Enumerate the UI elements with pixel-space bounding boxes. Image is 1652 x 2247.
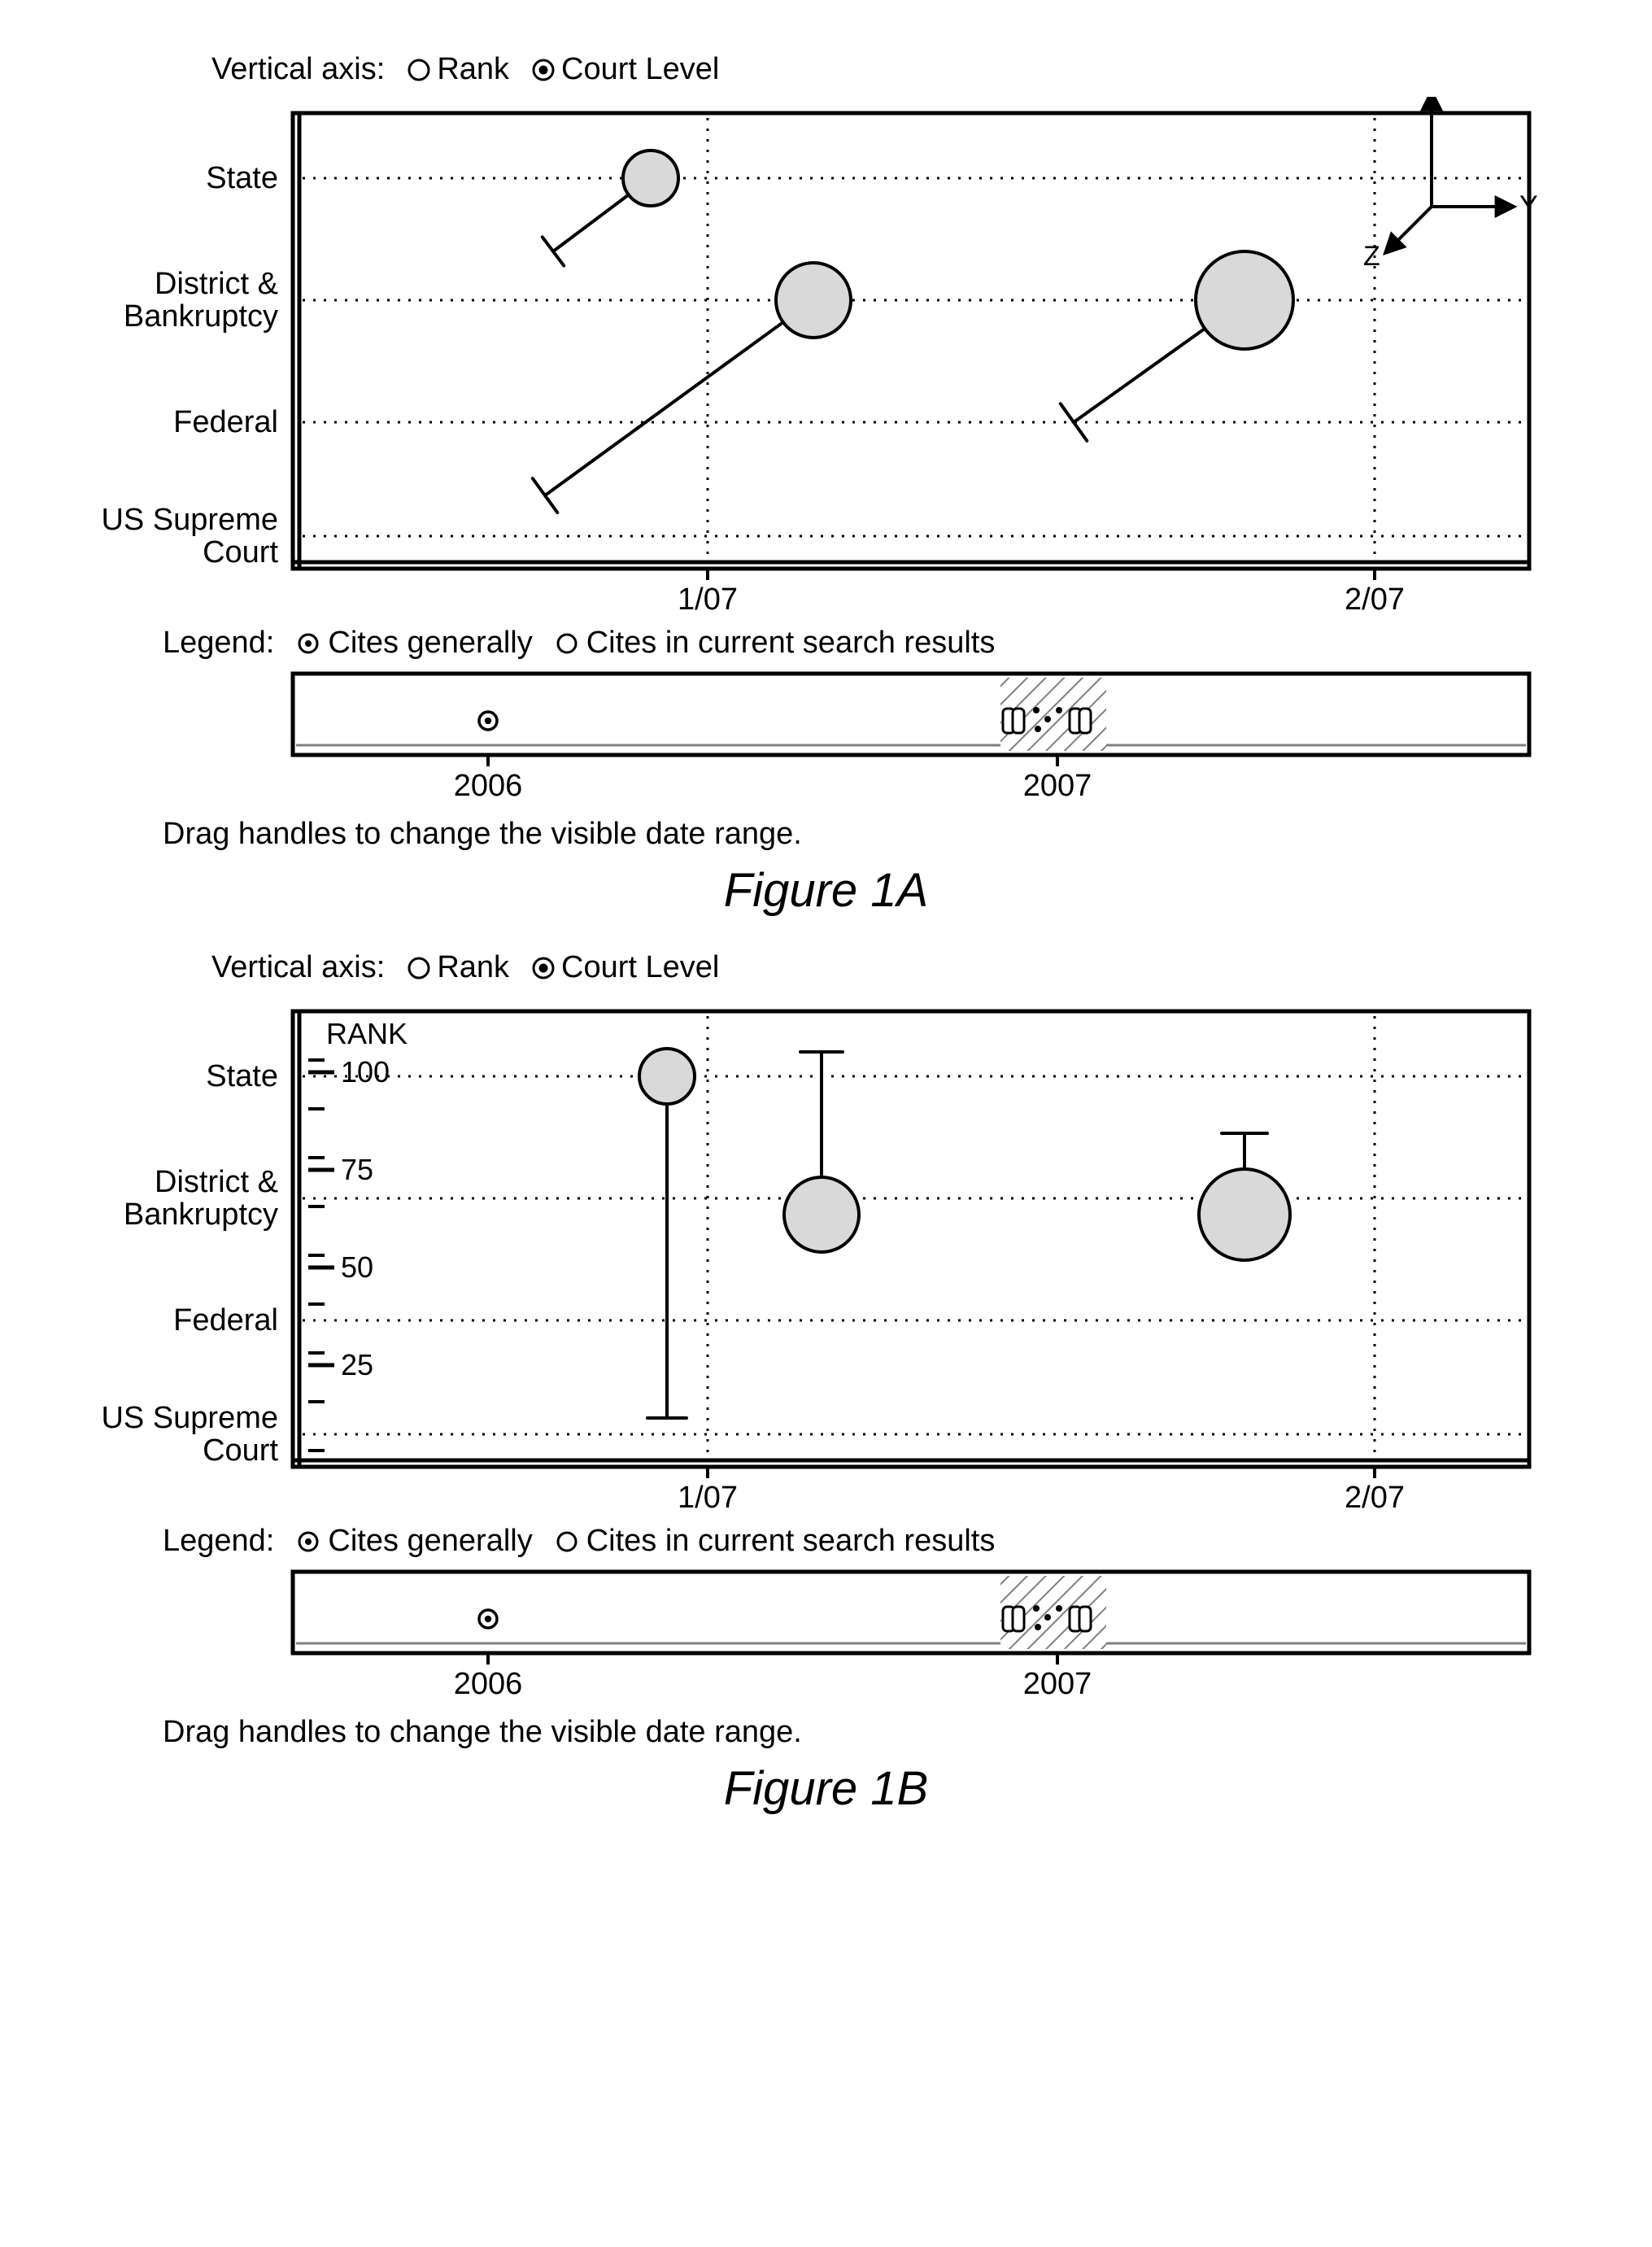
- vertical-axis-selector: Vertical axis: Rank Court Level: [211, 950, 1587, 985]
- legend-item-cites-generally: Cites generally: [297, 626, 532, 661]
- vaxis-option-rank[interactable]: Rank: [408, 950, 509, 985]
- y-axis-category-label: District &: [155, 267, 278, 301]
- legend-item-cites-generally: Cites generally: [297, 1524, 532, 1559]
- drag-hint: Drag handles to change the visible date …: [163, 817, 1587, 852]
- overview-marker: [1044, 716, 1051, 722]
- rank-scale-tick-label: 25: [341, 1348, 373, 1381]
- x-axis-tick-label: 1/07: [678, 582, 738, 617]
- rank-scale-tick-label: 50: [341, 1250, 373, 1284]
- main-chart[interactable]: State District &Bankruptcy Federal US Supre…: [81, 995, 1545, 1516]
- range-handle[interactable]: [1013, 1607, 1024, 1631]
- figure-caption: Figure 1B: [65, 1761, 1587, 1816]
- legend-label: Legend:: [163, 626, 274, 661]
- legend-item-label: Cites generally: [328, 1524, 532, 1559]
- vaxis-option-label: Court Level: [561, 950, 719, 985]
- rank-scale-title: RANK: [326, 1017, 408, 1050]
- legend-item-cites-current: Cites in current search results: [556, 1524, 996, 1559]
- y-axis-category-label: US Supreme: [101, 1401, 278, 1435]
- vaxis-label: Vertical axis:: [211, 52, 385, 87]
- legend-item-label: Cites in current search results: [586, 1524, 996, 1559]
- overview-tick-label: 2006: [454, 769, 523, 803]
- legend: Legend: Cites generally Cites in current s…: [163, 626, 1587, 661]
- svg-text:Z: Z: [1363, 241, 1380, 272]
- range-handle[interactable]: [1079, 1607, 1091, 1631]
- rank-scale-tick-label: 100: [341, 1055, 390, 1089]
- x-axis-tick-label: 1/07: [678, 1481, 738, 1515]
- drag-hint: Drag handles to change the visible date …: [163, 1715, 1587, 1750]
- y-axis-category-label: Bankruptcy: [124, 299, 278, 334]
- y-axis-category-label: Court: [203, 535, 278, 569]
- vertical-axis-selector: Vertical axis: Rank Court Level: [211, 52, 1587, 87]
- vaxis-label: Vertical axis:: [211, 950, 385, 985]
- overview-marker: [479, 1610, 497, 1628]
- vaxis-option-rank[interactable]: Rank: [408, 52, 509, 87]
- overview-marker: [1033, 1605, 1040, 1612]
- figure-1b: Vertical axis: Rank Court Level State Distri…: [65, 950, 1587, 1816]
- vaxis-option-label: Rank: [437, 52, 509, 87]
- legend-item-cites-current: Cites in current search results: [556, 626, 996, 661]
- y-axis-category-label: Bankruptcy: [124, 1198, 278, 1232]
- overview-marker: [1035, 1624, 1041, 1630]
- figure-caption: Figure 1A: [65, 863, 1587, 918]
- y-axis-category-label: Federal: [173, 1303, 278, 1337]
- overview-marker: [1056, 707, 1062, 713]
- y-axis-category-label: US Supreme: [101, 503, 278, 537]
- vaxis-option-label: Court Level: [561, 52, 719, 87]
- rank-scale-tick-label: 75: [341, 1153, 373, 1186]
- main-chart[interactable]: State District &Bankruptcy Federal US Supre…: [81, 97, 1545, 617]
- range-handle[interactable]: [1079, 709, 1091, 733]
- overview-tick-label: 2006: [454, 1667, 523, 1701]
- legend-label: Legend:: [163, 1524, 274, 1559]
- overview-marker: [1056, 1605, 1062, 1612]
- vaxis-option-court-level[interactable]: Court Level: [532, 950, 719, 985]
- svg-text:X: X: [1443, 97, 1462, 101]
- overview-tick-label: 2007: [1023, 769, 1092, 803]
- overview-marker: [479, 712, 497, 730]
- legend-item-label: Cites in current search results: [586, 626, 996, 661]
- x-axis-tick-label: 2/07: [1345, 1481, 1405, 1515]
- vaxis-option-label: Rank: [437, 950, 509, 985]
- overview-track[interactable]: 2006 2007: [81, 665, 1545, 812]
- range-handle[interactable]: [1013, 709, 1024, 733]
- overview-marker: [1044, 1614, 1051, 1621]
- y-axis-category-label: Court: [203, 1433, 278, 1468]
- svg-text:Y: Y: [1519, 190, 1538, 221]
- legend: Legend: Cites generally Cites in current s…: [163, 1524, 1587, 1559]
- legend-item-label: Cites generally: [328, 626, 532, 661]
- overview-marker: [1033, 707, 1040, 713]
- overview-track[interactable]: 2006 2007: [81, 1564, 1545, 1710]
- y-axis-category-label: District &: [155, 1165, 278, 1199]
- vaxis-option-court-level[interactable]: Court Level: [532, 52, 719, 87]
- figure-1a: Vertical axis: Rank Court Level State Distri…: [65, 52, 1587, 918]
- overview-tick-label: 2007: [1023, 1667, 1092, 1701]
- overview-marker: [1035, 726, 1041, 732]
- y-axis-category-label: State: [206, 161, 278, 195]
- y-axis-category-label: State: [206, 1059, 278, 1093]
- y-axis-category-label: Federal: [173, 405, 278, 439]
- x-axis-tick-label: 2/07: [1345, 582, 1405, 617]
